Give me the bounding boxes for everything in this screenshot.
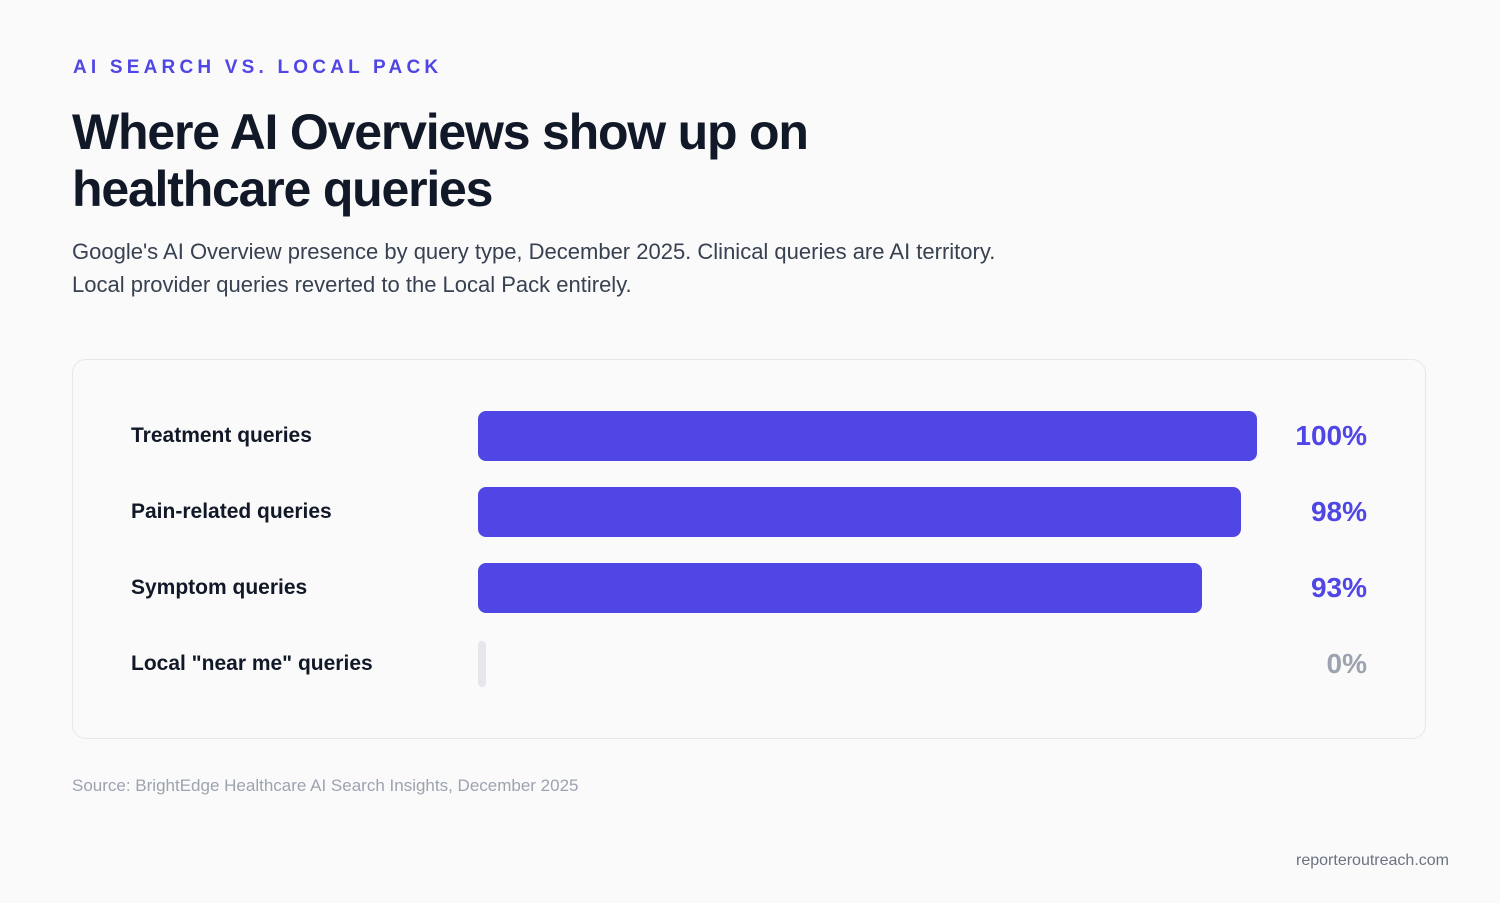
category-label: Symptom queries <box>131 576 308 599</box>
bar-row: Symptom queries 93% <box>73 563 1425 613</box>
category-label: Treatment queries <box>131 424 312 447</box>
category-label: Pain-related queries <box>131 500 332 523</box>
chart-subtitle: Google's AI Overview presence by query t… <box>72 239 996 297</box>
bar-row: Local "near me" queries 0% <box>73 639 1425 689</box>
source-note: Source: BrightEdge Healthcare AI Search … <box>72 776 579 795</box>
bar <box>478 563 1203 613</box>
bar-track <box>478 487 1257 537</box>
value-label: 0% <box>1326 648 1367 679</box>
bar-row: Pain-related queries 98% <box>73 487 1425 537</box>
value-label: 100% <box>1295 420 1367 451</box>
chart-card: Treatment queries 100% Pain-related querie… <box>72 359 1426 739</box>
category-label: Local "near me" queries <box>131 652 373 675</box>
bar <box>478 487 1242 537</box>
site-credit: reporteroutreach.com <box>1296 852 1449 869</box>
bar <box>478 411 1257 461</box>
value-label: 98% <box>1310 496 1367 527</box>
bar-track <box>478 639 1257 689</box>
bar <box>478 641 486 687</box>
bar-track <box>478 563 1257 613</box>
bar-track <box>478 411 1257 461</box>
chart-title: Where AI Overviews show up on healthcare… <box>72 104 809 217</box>
value-label: 93% <box>1310 572 1367 603</box>
eyebrow-label: AI SEARCH VS. LOCAL PACK <box>73 57 443 78</box>
bar-row: Treatment queries 100% <box>73 411 1425 461</box>
